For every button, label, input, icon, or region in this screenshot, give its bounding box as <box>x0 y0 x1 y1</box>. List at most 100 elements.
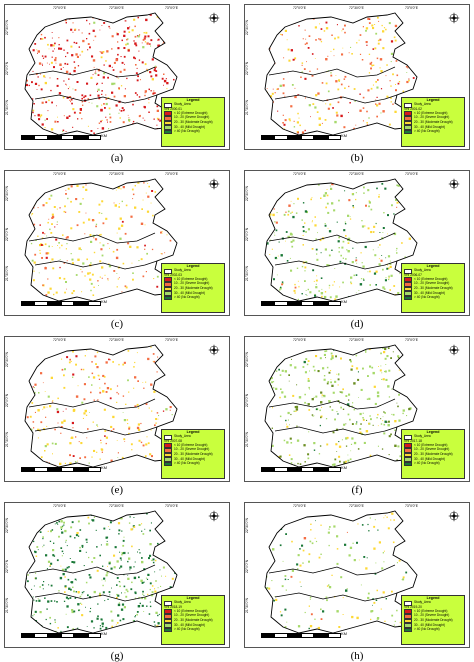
longitude-tick: 72°0'0"E <box>53 6 67 10</box>
latitude-tick: 22°0'0"N <box>5 227 9 241</box>
legend-class: < 10 (Extreme Drought) <box>164 277 222 282</box>
legend-class: > 40 (No Drought) <box>404 461 462 467</box>
legend-title: Legend <box>426 98 440 102</box>
latitude-tick: 21°30'0"N <box>245 265 249 281</box>
latitude-tick: 21°30'0"N <box>5 99 9 115</box>
map-panel-b: 72°0'0"E 72°30'0"E 73°0'0"E 22°30'0"N 22°0'0… <box>244 4 470 150</box>
latitude-tick: 22°0'0"N <box>5 61 9 75</box>
study-area-boundary <box>24 178 178 302</box>
longitude-tick: 72°30'0"E <box>109 6 124 10</box>
longitude-tick: 72°30'0"E <box>109 338 124 342</box>
longitude-tick: 72°0'0"E <box>293 172 307 176</box>
legend-class: < 10 (Extreme Drought) <box>164 609 222 614</box>
study-area-boundary <box>264 178 418 302</box>
map-panel-a: 72°0'0"E 72°30'0"E 73°0'0"E 22°30'0"N 22°0'0… <box>4 4 230 150</box>
longitude-tick: 73°0'0"E <box>165 338 179 342</box>
map-legend: Legend Study_Area VHI 2002-03 < 10 (Extreme… <box>161 263 225 313</box>
legend-class: 20 - 30 (Moderate Drought) <box>164 618 222 624</box>
district-boundary <box>274 260 398 270</box>
longitude-tick: 73°0'0"E <box>405 172 419 176</box>
legend-title: Legend <box>426 596 440 600</box>
study-area-boundary <box>264 344 418 468</box>
legend-class: 20 - 30 (Moderate Drought) <box>404 618 462 624</box>
district-boundary <box>34 260 158 270</box>
longitude-tick: 72°30'0"E <box>349 6 364 10</box>
legend-class: 30 - 40 (Mild Drought) <box>404 623 462 628</box>
latitude-tick: 22°30'0"N <box>5 185 9 201</box>
legend-study-area: Study_Area <box>404 434 462 440</box>
legend-study-area: Study_Area <box>404 268 462 274</box>
legend-index-label: VHI 2002-03 <box>164 272 182 277</box>
longitude-tick: 72°30'0"E <box>349 504 364 508</box>
legend-class: 10 - 20 (Severe Drought) <box>404 448 462 453</box>
map-legend: Legend Study_Area VHI 2006-07 < 10 (Extreme… <box>401 263 465 313</box>
map-panel-h: 72°0'0"E 72°30'0"E 73°0'0"E 22°30'0"N 22°0'0… <box>244 502 470 648</box>
legend-title: Legend <box>186 264 200 268</box>
scale-label: KM <box>341 465 347 470</box>
legend-class: 30 - 40 (Mild Drought) <box>404 125 462 130</box>
scale-label: KM <box>101 299 107 304</box>
longitude-tick: 73°0'0"E <box>165 6 179 10</box>
legend-index-label: VHI 2019-20 <box>404 604 422 609</box>
drought-map <box>24 510 178 634</box>
panel-caption: (e) <box>110 484 124 496</box>
legend-class: > 40 (No Drought) <box>164 627 222 633</box>
legend-class: 20 - 30 (Moderate Drought) <box>404 286 462 292</box>
longitude-tick: 72°0'0"E <box>53 504 67 508</box>
latitude-tick: 22°30'0"N <box>245 185 249 201</box>
legend-study-area: Study_Area <box>164 600 222 606</box>
map-panel-e: 72°0'0"E 72°30'0"E 73°0'0"E 22°30'0"N 22°0'0… <box>4 336 230 482</box>
scale-bar <box>261 135 341 140</box>
legend-class: 30 - 40 (Mild Drought) <box>404 291 462 296</box>
legend-class: 30 - 40 (Mild Drought) <box>164 291 222 296</box>
district-boundary <box>28 232 156 244</box>
legend-index-label: VHI 2018-19 <box>164 604 182 609</box>
scale-label: KM <box>101 465 107 470</box>
latitude-tick: 22°0'0"N <box>5 559 9 573</box>
scale-bar <box>21 633 101 638</box>
legend-title: Legend <box>426 264 440 268</box>
map-panel-f: 72°0'0"E 72°30'0"E 73°0'0"E 22°30'0"N 22°0'0… <box>244 336 470 482</box>
latitude-tick: 22°30'0"N <box>245 517 249 533</box>
longitude-tick: 72°0'0"E <box>293 338 307 342</box>
district-boundary <box>34 426 158 436</box>
legend-class: 30 - 40 (Mild Drought) <box>404 457 462 462</box>
drought-map <box>24 12 178 136</box>
legend-study-area: Study_Area <box>404 102 462 108</box>
district-boundary <box>274 592 398 602</box>
legend-class: < 10 (Extreme Drought) <box>164 443 222 448</box>
legend-class: 10 - 20 (Severe Drought) <box>164 448 222 453</box>
district-boundary <box>268 66 396 78</box>
legend-class: > 40 (No Drought) <box>404 129 462 135</box>
longitude-tick: 72°30'0"E <box>349 172 364 176</box>
north-arrow-icon <box>448 344 460 356</box>
scale-label: KM <box>341 631 347 636</box>
panel-caption: (b) <box>350 152 364 164</box>
legend-class: 20 - 30 (Moderate Drought) <box>404 120 462 126</box>
north-arrow-icon <box>208 510 220 522</box>
legend-class: < 10 (Extreme Drought) <box>404 277 462 282</box>
map-legend: Legend Study_Area VHI 2000-01 < 10 (Extreme… <box>161 97 225 147</box>
latitude-tick: 22°0'0"N <box>5 393 9 407</box>
legend-class: 10 - 20 (Severe Drought) <box>164 282 222 287</box>
legend-index-label: VHI 2017-18 <box>404 438 422 443</box>
legend-class: 20 - 30 (Moderate Drought) <box>164 286 222 292</box>
longitude-tick: 72°0'0"E <box>293 504 307 508</box>
north-arrow-icon <box>448 12 460 24</box>
legend-class: > 40 (No Drought) <box>404 295 462 301</box>
north-arrow-icon <box>448 178 460 190</box>
district-boundary <box>268 564 396 576</box>
legend-study-area: Study_Area <box>164 102 222 108</box>
panel-caption: (a) <box>110 152 124 164</box>
district-boundary <box>28 564 156 576</box>
panel-caption: (c) <box>110 318 124 330</box>
scale-bar <box>261 633 341 638</box>
scale-label: KM <box>101 133 107 138</box>
scale-bar <box>21 135 101 140</box>
latitude-tick: 21°30'0"N <box>245 99 249 115</box>
latitude-tick: 22°30'0"N <box>5 351 9 367</box>
district-boundary <box>268 232 396 244</box>
map-panel-d: 72°0'0"E 72°30'0"E 73°0'0"E 22°30'0"N 22°0'0… <box>244 170 470 316</box>
legend-class: < 10 (Extreme Drought) <box>404 111 462 116</box>
scale-label: KM <box>101 631 107 636</box>
